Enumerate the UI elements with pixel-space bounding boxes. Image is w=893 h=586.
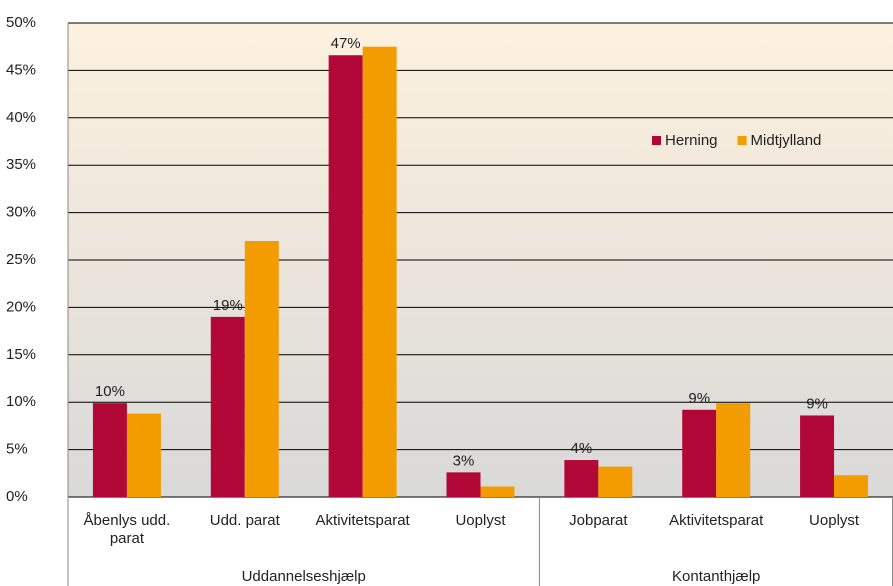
x-tick-label: Uoplyst [455,512,506,529]
legend-label: Midtjylland [751,132,822,149]
value-label: 47% [331,35,361,52]
y-tick-label: 10% [6,393,36,410]
legend-marker [652,136,661,145]
bar [92,403,127,497]
bar [564,460,599,497]
bar [834,475,869,497]
y-tick-label: 40% [6,109,36,126]
value-label: 10% [95,383,125,400]
bar [800,415,835,497]
value-label: 9% [688,390,710,407]
y-tick-label: 30% [6,204,36,221]
group-label: Uddannelseshjælp [241,568,366,585]
legend-label: Herning [665,132,718,149]
value-label: 4% [571,440,593,457]
y-tick-label: 50% [6,14,36,31]
value-label: 9% [806,395,828,412]
bar [210,316,245,497]
y-tick-label: 15% [6,346,36,363]
y-tick-label: 5% [6,441,28,458]
y-tick-label: 45% [6,61,36,78]
y-tick-label: 20% [6,298,36,315]
group-label: Kontanthjælp [672,568,761,585]
bar [126,413,161,497]
bar [598,466,633,497]
x-tick-label: Uoplyst [809,512,860,529]
bar [328,55,363,498]
legend-marker [737,136,747,145]
bar [480,486,515,497]
value-label: 3% [453,452,475,469]
x-tick-label: Udd. parat [209,512,280,529]
bar [682,409,717,497]
bar [362,46,397,497]
x-tick-label: Åbenlys udd. parat [83,512,171,547]
y-tick-label: 0% [6,488,28,505]
bar [244,241,279,497]
bar [716,403,751,497]
bar [446,472,481,497]
x-tick-label: Aktivitetsparat [315,512,410,529]
x-tick-label: Jobparat [569,512,628,529]
x-tick-label: Aktivitetsparat [669,512,764,529]
value-label: 19% [213,297,243,314]
y-tick-label: 35% [6,156,36,173]
y-tick-label: 25% [6,251,36,268]
